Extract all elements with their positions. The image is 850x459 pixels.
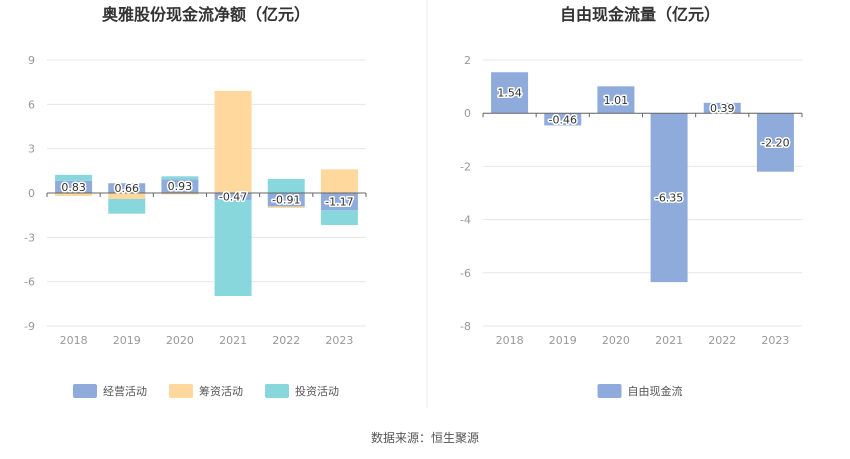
data-source: 数据来源：恒生聚源 — [371, 430, 479, 445]
bar — [214, 91, 252, 193]
bar — [544, 113, 582, 126]
bar — [214, 199, 252, 297]
bar — [161, 193, 199, 195]
legend-swatch — [265, 384, 289, 398]
x-tick-label: 2020 — [602, 334, 630, 347]
data-label: 1.01 — [604, 94, 629, 107]
data-label: -0.46 — [549, 113, 577, 126]
chart-title: 自由现金流量（亿元） — [560, 5, 720, 24]
bar — [55, 193, 93, 196]
x-tick-label: 2022 — [272, 334, 300, 347]
legend-label: 筹资活动 — [199, 384, 243, 398]
bar — [108, 193, 146, 199]
legend-label: 自由现金流 — [628, 384, 683, 398]
x-tick-label: 2020 — [166, 334, 194, 347]
legend-label: 投资活动 — [295, 384, 339, 398]
bar — [161, 176, 199, 180]
x-tick-label: 2022 — [708, 334, 736, 347]
x-tick-label: 2019 — [549, 334, 577, 347]
data-label: -6.35 — [655, 192, 683, 205]
bar — [214, 193, 252, 200]
cash-flow-net-chart: 奥雅股份现金流净额（亿元） 9 6 3 0 -3 -6 -9 2018 2019 2020 2021 2… — [24, 5, 367, 398]
x-tick-label: 2021 — [655, 334, 683, 347]
bar — [320, 193, 358, 211]
data-label: -2.20 — [761, 136, 789, 149]
y-tick-label: 0 — [28, 187, 35, 200]
y-tick-label: 2 — [464, 54, 471, 67]
bar — [597, 86, 635, 114]
data-label: 0.39 — [710, 102, 735, 115]
y-tick-label: -8 — [460, 320, 471, 333]
legend-swatch — [73, 384, 97, 398]
y-tick-label: 6 — [28, 98, 35, 111]
y-tick-label: -4 — [460, 214, 471, 227]
bar — [161, 179, 199, 193]
bar — [650, 113, 688, 283]
x-tick-label: 2023 — [325, 334, 353, 347]
x-tick-label: 2023 — [761, 334, 789, 347]
bar — [267, 206, 305, 208]
x-tick-label: 2021 — [219, 334, 247, 347]
bar — [267, 193, 305, 207]
y-tick-label: -3 — [24, 231, 35, 244]
x-tick-label: 2019 — [113, 334, 141, 347]
bar — [320, 169, 358, 193]
bar — [108, 198, 146, 214]
data-label: -0.47 — [219, 190, 247, 203]
data-label: 0.66 — [115, 182, 140, 195]
data-label: 0.83 — [61, 181, 86, 194]
data-label: 1.54 — [497, 87, 522, 100]
y-tick-label: 3 — [28, 143, 35, 156]
y-tick-label: -9 — [24, 320, 35, 333]
bar — [267, 178, 305, 193]
data-label: -1.17 — [325, 196, 353, 209]
legend-swatch — [597, 384, 622, 398]
y-tick-label: -6 — [24, 276, 35, 289]
bar — [55, 180, 93, 193]
data-label: -0.91 — [272, 194, 300, 207]
bar — [756, 113, 794, 172]
data-label: 0.93 — [168, 180, 193, 193]
chart-title: 奥雅股份现金流净额（亿元） — [102, 5, 310, 24]
legend-swatch — [169, 384, 193, 398]
x-tick-label: 2018 — [60, 334, 88, 347]
y-tick-label: -6 — [460, 267, 471, 280]
bar — [703, 102, 741, 114]
bar — [491, 72, 529, 114]
x-tick-label: 2018 — [496, 334, 524, 347]
y-tick-label: 9 — [28, 54, 35, 67]
free-cash-flow-chart: 自由现金流量（亿元） 2 0 -2 -4 -6 -8 2018 2019 2020 2021 2022… — [460, 5, 803, 398]
bar — [108, 183, 146, 193]
legend-label: 经营活动 — [103, 384, 147, 398]
y-tick-label: -2 — [460, 160, 471, 173]
y-tick-label: 0 — [464, 107, 471, 120]
bar — [55, 174, 93, 181]
bar — [320, 210, 358, 226]
